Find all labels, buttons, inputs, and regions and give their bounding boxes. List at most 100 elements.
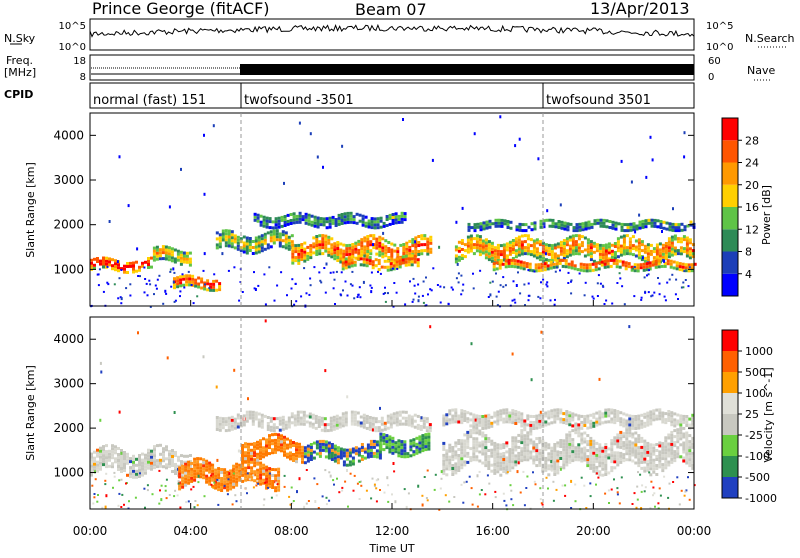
noise-cell [509,484,512,487]
noise-cell [309,284,312,287]
scatter-cell [561,264,565,268]
scatter-cell [520,234,524,238]
scatter-cell [401,258,405,262]
scatter-cell [442,471,446,475]
scatter-cell [643,412,647,416]
noise-cell [570,292,573,295]
scatter-cell [631,459,635,463]
scatter-cell [398,419,402,423]
scatter-cell [272,417,276,421]
scatter-cell [247,454,250,458]
scatter-cell [180,463,183,467]
scatter-cell [664,257,668,260]
scatter-cell [563,227,567,231]
scatter-cell [493,252,497,256]
scatter-cell [550,449,554,453]
scatter-cell [583,455,587,459]
scatter-cell [381,243,385,247]
scatter-cell [392,412,396,416]
scatter-cell [493,459,497,463]
scatter-cell [523,434,527,438]
scatter-cell [410,418,414,422]
scatter-cell [634,437,638,441]
scatter-cell [179,281,183,285]
scatter-cell [457,442,461,445]
scatter-cell [634,452,638,456]
scatter-cell [212,288,216,292]
scatter-cell [315,452,319,456]
scatter-cell [556,453,560,457]
scatter-cell [517,451,521,455]
scatter-cell [544,441,548,445]
scatter-cell [544,456,548,460]
scatter-cell [574,246,578,250]
scatter-cell [308,412,312,416]
scatter-cell [636,266,640,270]
scatter-cell [589,425,593,429]
scatter-cell [297,261,301,265]
xtick-label: 12:00 [375,524,410,538]
noise-cell [457,272,460,275]
scatter-cell [541,445,545,449]
colorbar-tick-label: -100 [745,450,770,463]
scatter-cell [559,408,563,412]
scatter-cell [196,463,200,467]
colorbar-tick-label: -500 [745,471,770,484]
scatter-cell [556,414,560,418]
scatter-cell [586,461,590,465]
scatter-cell [421,443,425,447]
scatter-cell [520,249,524,253]
scatter-cell [525,265,529,269]
scatter-cell [330,455,334,458]
scatter-cell [328,225,332,229]
scatter-cell [514,445,518,449]
scatter-cell [481,434,485,438]
scatter-cell [413,254,417,258]
scatter-cell [523,240,527,244]
scatter-cell [451,408,455,412]
scatter-cell [363,236,367,240]
scatter-cell [155,257,159,261]
scatter-cell [513,262,517,266]
scatter-cell [589,422,593,426]
scatter-cell [454,411,458,415]
scatter-cell [487,255,491,259]
scatter-cell [604,252,608,256]
scatter-cell [628,443,632,447]
scatter-cell [616,433,620,437]
scatter-cell [646,423,650,427]
scatter-cell [360,443,364,446]
scatter-cell [514,436,518,440]
scatter-cell [538,425,542,429]
scatter-cell [241,473,245,477]
scatter-cell [664,421,668,425]
noise-cell [187,500,190,503]
scatter-cell [622,412,626,416]
scatter-cell [646,252,650,256]
scatter-cell [472,252,476,256]
scatter-cell [688,247,692,251]
scatter-cell [665,227,669,231]
scatter-cell [595,447,599,451]
scatter-cell [502,252,506,256]
scatter-cell [123,463,126,466]
scatter-cell [364,215,368,219]
scatter-cell [604,411,608,415]
scatter-cell [105,259,108,263]
scatter-cell [382,436,386,440]
noise-cell [425,497,428,499]
scatter-cell [610,466,614,470]
scatter-cell [457,454,461,457]
scatter-cell [360,449,364,452]
scatter-cell [327,453,331,457]
noise-cell [104,483,107,486]
scatter-cell [120,461,123,464]
scatter-cell [469,237,473,241]
scatter-cell [607,453,611,457]
noise-cell [223,484,226,487]
scatter-cell [649,452,653,456]
scatter-cell [556,468,560,472]
scatter-cell [293,420,297,424]
noise-cell [118,479,121,482]
noise-cell [667,496,670,499]
